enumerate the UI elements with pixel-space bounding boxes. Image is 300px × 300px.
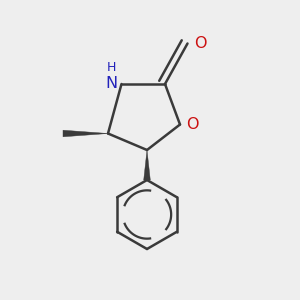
- Text: O: O: [186, 117, 199, 132]
- Polygon shape: [63, 130, 108, 137]
- Polygon shape: [144, 150, 150, 180]
- Text: O: O: [194, 36, 206, 51]
- Text: N: N: [105, 76, 117, 92]
- Text: H: H: [106, 61, 116, 74]
